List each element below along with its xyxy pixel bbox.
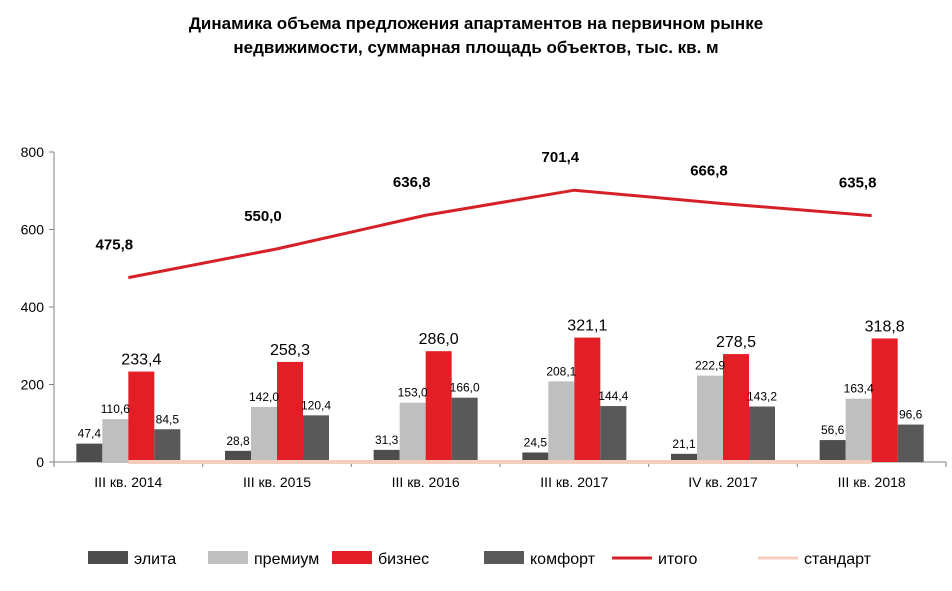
x-tick-label: III кв. 2014 — [94, 474, 162, 490]
bar-бизнес — [128, 371, 155, 462]
bar-бизнес — [871, 338, 898, 462]
data-label-элита: 56,6 — [821, 423, 845, 437]
data-label-комфорт: 96,6 — [899, 408, 923, 422]
legend-label-стандарт: стандарт — [804, 551, 872, 568]
legend-label-элита: элита — [134, 551, 176, 568]
legend-label-бизнес: бизнес — [378, 551, 429, 568]
x-tick-label: III кв. 2017 — [540, 474, 608, 490]
data-label-премиум: 110,6 — [101, 402, 130, 416]
bar-бизнес — [723, 354, 749, 462]
bar-элита — [76, 443, 103, 462]
legend-swatch-элита — [88, 551, 128, 564]
y-tick-label: 800 — [21, 144, 45, 160]
data-label-бизнес: 318,8 — [865, 318, 905, 335]
legend-swatch-премиум — [208, 551, 248, 564]
y-tick-label: 0 — [36, 454, 44, 470]
bar-бизнес — [277, 361, 303, 462]
data-label-итого: 635,8 — [839, 175, 877, 192]
bar-премиум — [399, 402, 426, 462]
data-label-элита: 21,1 — [672, 437, 696, 451]
bar-комфорт — [154, 429, 181, 462]
data-label-итого: 636,8 — [393, 174, 431, 191]
data-label-комфорт: 84,5 — [156, 412, 180, 426]
data-label-премиум: 153,0 — [398, 386, 428, 400]
bar-бизнес — [425, 351, 452, 462]
data-label-комфорт: 144,4 — [598, 389, 628, 403]
bar-комфорт — [451, 397, 478, 462]
data-label-итого: 550,0 — [244, 208, 282, 225]
y-tick-label: 400 — [21, 299, 45, 315]
x-tick-label: III кв. 2015 — [243, 474, 311, 490]
legend: элита премиум бизнес комфорт итого стандарт — [88, 551, 872, 568]
data-label-итого: 701,4 — [542, 149, 580, 166]
data-label-итого: 475,8 — [96, 237, 134, 254]
x-tick-label: III кв. 2016 — [392, 474, 460, 490]
data-labels: 47,4 28,8 31,3 24,5 21,1 56,6 110,6 142,0 153,0 2… — [78, 149, 923, 451]
chart-title: Динамика объема предложения апартаментов… — [0, 12, 952, 60]
bar-бизнес — [574, 337, 601, 462]
bar-премиум — [697, 375, 723, 462]
lines — [128, 188, 872, 464]
chart-title-line-1: Динамика объема предложения апартаментов… — [188, 14, 764, 33]
legend-swatch-бизнес — [332, 551, 372, 564]
bar-элита — [819, 440, 846, 462]
data-label-бизнес: 321,1 — [567, 318, 607, 335]
chart-title-line-2: недвижимости, суммарная площадь объектов… — [233, 38, 719, 57]
data-label-премиум: 222,9 — [695, 359, 725, 373]
data-label-премиум: 142,0 — [249, 390, 279, 404]
legend-label-итого: итого — [658, 551, 697, 568]
legend-label-премиум: премиум — [254, 551, 319, 568]
bar-элита — [225, 450, 251, 462]
x-tick-label: IV кв. 2017 — [688, 474, 758, 490]
data-label-комфорт: 120,4 — [301, 398, 331, 412]
data-label-бизнес: 258,3 — [270, 342, 310, 359]
legend-swatch-комфорт — [484, 551, 524, 564]
line-итого — [128, 188, 872, 280]
data-label-премиум: 208,1 — [546, 364, 576, 378]
data-label-бизнес: 278,5 — [716, 334, 756, 351]
x-tick-label: III кв. 2018 — [838, 474, 906, 490]
data-label-комфорт: 166,0 — [450, 381, 480, 395]
bar-премиум — [548, 381, 575, 462]
bar-комфорт — [749, 406, 775, 462]
data-label-итого: 666,8 — [690, 163, 728, 180]
bar-премиум — [251, 406, 277, 462]
data-label-элита: 47,4 — [78, 427, 102, 441]
legend-label-комфорт: комфорт — [530, 551, 596, 568]
data-label-элита: 28,8 — [226, 434, 250, 448]
data-label-бизнес: 286,0 — [419, 331, 459, 348]
bars — [76, 337, 924, 462]
y-tick-label: 200 — [21, 377, 45, 393]
bar-элита — [671, 453, 697, 462]
data-label-комфорт: 143,2 — [747, 390, 777, 404]
data-label-бизнес: 233,4 — [121, 352, 161, 369]
data-label-премиум: 163,4 — [844, 382, 874, 396]
y-tick-label: 600 — [21, 222, 45, 238]
bar-элита — [373, 449, 400, 462]
bar-комфорт — [897, 424, 924, 462]
bar-премиум — [102, 419, 129, 462]
bar-премиум — [845, 398, 872, 462]
bar-комфорт — [303, 415, 329, 462]
bar-элита — [522, 452, 549, 462]
data-label-элита: 24,5 — [524, 436, 548, 450]
data-label-элита: 31,3 — [375, 433, 399, 447]
bar-комфорт — [600, 406, 627, 462]
